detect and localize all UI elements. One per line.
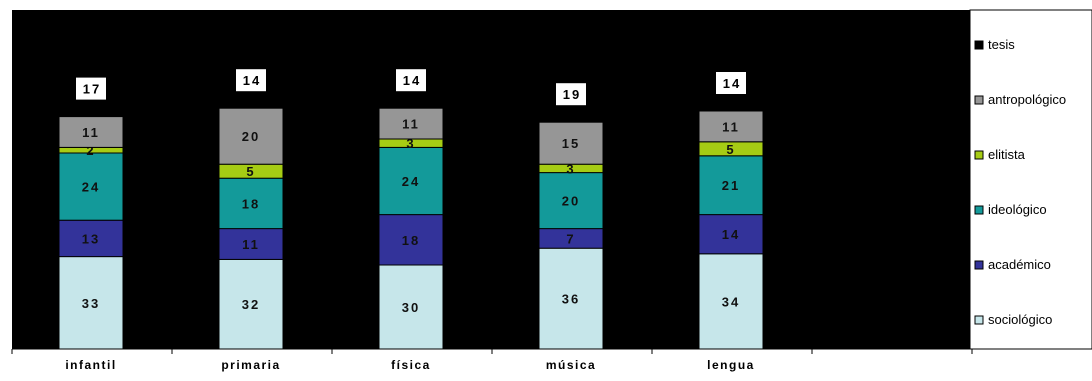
data-label: 18 [402,233,420,248]
data-label: 30 [402,300,420,315]
total-label-box [76,77,106,100]
data-label: 11 [402,117,420,132]
bar-segment-ideológico [698,155,764,216]
data-label: 11 [722,119,740,134]
legend-swatch-sociológico [974,315,984,325]
bar-segment-sociológico [58,256,124,350]
data-label: 20 [242,129,260,144]
legend-swatch-elitista [974,150,984,160]
total-label: 14 [403,73,421,88]
total-label: 14 [723,76,741,91]
legend-swatch-académico [974,260,984,270]
data-label: 34 [722,294,740,309]
data-label: 13 [82,231,100,246]
bar-segment-ideológico [538,172,604,230]
data-label: 18 [242,196,260,211]
data-label: 24 [402,174,420,189]
x-tick-label: música [546,358,596,372]
bar-segment-sociológico [218,258,284,350]
data-label: 20 [562,194,580,209]
total-label: 17 [83,82,101,97]
bar-segment-antropológico [378,107,444,140]
x-tick-label: primaria [221,358,280,372]
bar-segment-académico [218,228,284,260]
data-label: 7 [566,231,575,246]
data-label: 21 [722,178,740,193]
x-tick-label: física [391,358,431,372]
legend-label: ideológico [988,202,1047,217]
data-label: 24 [82,180,100,195]
total-label: 19 [563,87,581,102]
bar-segment-antropológico [218,107,284,165]
data-label: 36 [562,292,580,307]
data-label: 5 [246,164,255,179]
data-label: 2 [86,143,95,158]
legend-label: tesis [988,37,1015,52]
total-label-box [716,72,746,94]
bar-segment-académico [378,214,444,266]
x-tick-label: lengua [707,358,755,372]
legend-label: elitista [988,147,1026,162]
data-label: 11 [82,125,100,140]
bar-segment-antropológico [538,121,604,165]
legend-label: antropológico [988,92,1066,107]
data-label: 11 [242,237,260,252]
total-label-box [396,69,426,92]
plot-area-background [12,10,970,349]
data-label: 14 [722,227,740,242]
data-label: 15 [562,136,580,151]
legend-swatch-antropológico [974,95,984,105]
legend-box [969,9,1092,350]
legend-swatch-tesis [974,40,984,50]
data-label: 5 [726,142,735,157]
data-label: 32 [242,297,260,312]
bar-segment-ideológico [378,146,444,216]
bar-segment-académico [58,219,124,258]
total-label-box [236,69,266,92]
x-tick-label: infantil [65,358,116,372]
legend-label: académico [988,257,1051,272]
total-label-box [556,83,586,106]
legend-swatch-ideológico [974,205,984,215]
data-label: 3 [566,161,575,176]
total-label: 14 [243,73,261,88]
bar-segment-antropológico [698,110,764,143]
bar-segment-antropológico [58,116,124,148]
data-label: 3 [406,136,415,151]
legend-label: sociológico [988,312,1052,327]
data-label: 33 [82,296,100,311]
